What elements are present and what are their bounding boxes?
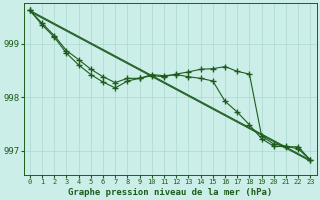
- X-axis label: Graphe pression niveau de la mer (hPa): Graphe pression niveau de la mer (hPa): [68, 188, 272, 197]
